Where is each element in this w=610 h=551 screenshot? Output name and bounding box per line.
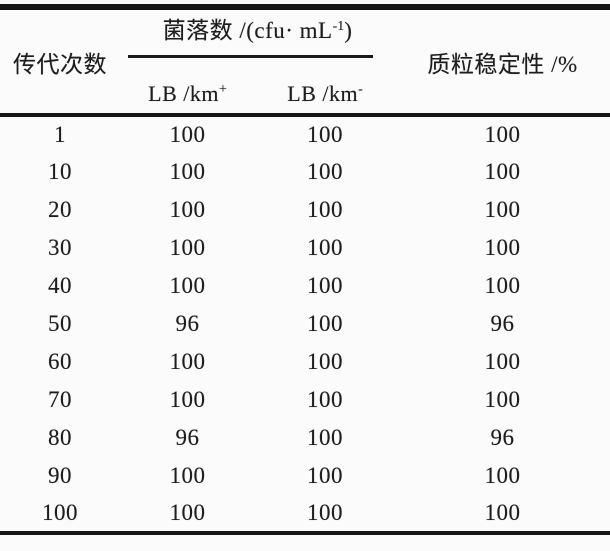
cell-lb-plus: 96	[175, 425, 200, 450]
cell-lb-plus: 100	[169, 500, 206, 525]
cell-lb-minus: 100	[255, 113, 396, 153]
cell-lb-minus: 100	[307, 235, 343, 260]
table-row: 10 100 100 100	[0, 153, 610, 191]
header-stability: 质粒稳定性 /%	[427, 51, 578, 77]
header-lb-km-plus: LB /km+	[120, 58, 255, 115]
cell-stability: 100	[484, 463, 521, 488]
cell-lb-plus: 100	[169, 197, 206, 222]
cell-generation: 60	[48, 349, 72, 374]
cell-lb-plus: 96	[175, 311, 200, 336]
colony-exponent: -1	[332, 19, 345, 34]
cell-lb-plus: 100	[169, 387, 206, 412]
cell-generation: 70	[48, 387, 72, 412]
lb-plus-sup: +	[218, 82, 227, 97]
cell-stability: 100	[484, 387, 521, 412]
cell-stability: 100	[484, 273, 521, 298]
cell-lb-plus: 100	[169, 273, 206, 298]
cell-stability: 100	[484, 349, 521, 374]
cell-generation: 1	[0, 113, 120, 153]
cell-lb-minus: 100	[307, 425, 343, 450]
colony-label-text: 菌落数 /(cfu· mL	[162, 18, 333, 43]
cell-lb-plus: 100	[169, 349, 206, 374]
cell-generation: 30	[48, 235, 72, 260]
cell-stability: 100	[484, 235, 521, 260]
table-row: 60 100 100 100	[0, 343, 610, 381]
table-row: 1 100 100 100	[0, 113, 610, 153]
cell-generation: 20	[48, 197, 72, 222]
cell-generation: 50	[48, 311, 72, 336]
header-colony-label: 菌落数 /(cfu· mL-1)	[120, 11, 395, 55]
plasmid-stability-table: 传代次数 菌落数 /(cfu· mL-1) 质粒稳定性 /% LB /km+ L…	[0, 4, 610, 535]
cell-lb-minus: 100	[307, 349, 343, 374]
cell-stability: 100	[484, 197, 521, 222]
cell-generation: 40	[48, 273, 72, 298]
lb-plus-text: LB /km	[148, 81, 219, 106]
cell-lb-minus: 100	[307, 500, 343, 525]
colony-label-suffix: )	[344, 18, 353, 43]
cell-lb-plus: 100	[169, 159, 206, 184]
cell-stability: 96	[490, 311, 515, 336]
header-lb-km-minus: LB /km-	[255, 58, 395, 115]
lb-minus-text: LB /km	[287, 81, 359, 106]
table-row: 70 100 100 100	[0, 381, 610, 419]
cell-lb-plus: 100	[169, 463, 206, 488]
cell-lb-minus: 100	[307, 311, 343, 336]
table-row: 80 96 100 96	[0, 419, 610, 457]
cell-lb-plus: 100	[169, 235, 206, 260]
cell-generation: 90	[48, 463, 72, 488]
header-row-sub: LB /km+ LB /km-	[0, 58, 610, 115]
table-row: 90 100 100 100	[0, 457, 610, 495]
lb-minus-sup: -	[358, 82, 363, 97]
cell-stability: 100	[395, 113, 610, 153]
cell-lb-minus: 100	[307, 463, 343, 488]
cell-generation: 100	[42, 500, 78, 525]
cell-stability: 96	[490, 425, 515, 450]
cell-generation: 80	[48, 425, 72, 450]
table-row: 20 100 100 100	[0, 191, 610, 229]
table-row: 30 100 100 100	[0, 229, 610, 267]
cell-lb-minus: 100	[307, 387, 343, 412]
cell-lb-minus: 100	[307, 197, 343, 222]
table-row: 40 100 100 100	[0, 267, 610, 305]
cell-stability: 100	[484, 159, 521, 184]
table-row: 100 100 100 100	[0, 495, 610, 533]
table-row: 50 96 100 96	[0, 305, 610, 343]
cell-lb-minus: 100	[307, 159, 343, 184]
cell-generation: 10	[48, 159, 72, 184]
colony-spanner-rule	[128, 55, 374, 58]
header-row-top: 传代次数 菌落数 /(cfu· mL-1) 质粒稳定性 /%	[0, 7, 610, 77]
cell-stability: 100	[484, 500, 521, 525]
cell-lb-plus: 100	[120, 113, 255, 153]
header-colony-group: 菌落数 /(cfu· mL-1)	[120, 7, 395, 58]
cell-lb-minus: 100	[307, 273, 343, 298]
header-generation: 传代次数	[13, 51, 107, 77]
